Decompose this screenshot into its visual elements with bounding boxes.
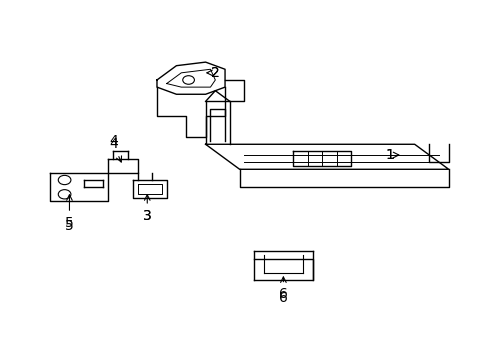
Text: 1: 1 xyxy=(385,148,398,162)
Text: 4: 4 xyxy=(109,137,122,162)
Text: 5: 5 xyxy=(65,195,74,230)
Text: 2: 2 xyxy=(206,66,219,80)
Text: 4: 4 xyxy=(109,134,117,148)
Text: 2: 2 xyxy=(210,66,219,80)
Text: 5: 5 xyxy=(65,220,74,233)
Text: 3: 3 xyxy=(142,195,151,223)
Text: 1: 1 xyxy=(385,148,394,162)
Text: 3: 3 xyxy=(142,209,151,223)
Text: 6: 6 xyxy=(278,277,287,301)
Text: 6: 6 xyxy=(278,291,287,305)
